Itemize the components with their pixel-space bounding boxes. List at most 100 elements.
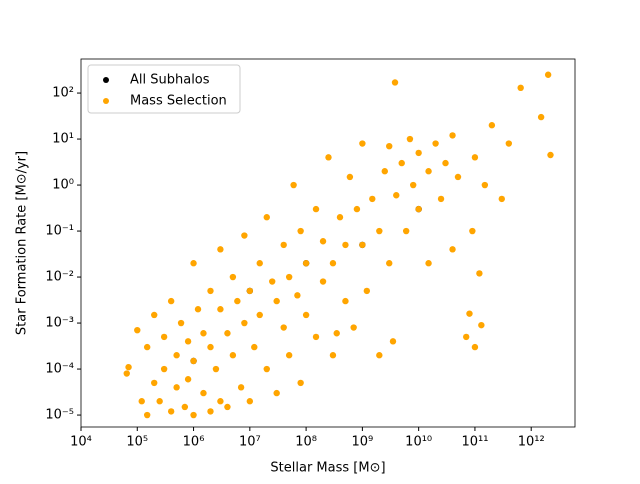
point: [143, 343, 151, 351]
point: [134, 326, 141, 334]
point: [224, 403, 231, 411]
x-tick-label: 10⁵: [126, 435, 148, 450]
y-tick-label: 10⁻²: [45, 270, 74, 285]
point: [217, 306, 224, 313]
y-tick-label: 10⁻³: [45, 316, 74, 331]
point: [363, 287, 371, 295]
x-tick-label: 10¹⁰: [405, 435, 432, 450]
point: [386, 260, 393, 267]
point: [269, 278, 276, 285]
point: [359, 241, 366, 249]
point: [285, 352, 293, 359]
point: [336, 214, 344, 221]
point: [449, 246, 456, 253]
point: [544, 71, 552, 78]
point: [181, 403, 189, 411]
point: [285, 273, 293, 281]
point: [432, 140, 439, 147]
x-tick-label: 10⁷: [239, 435, 261, 450]
point: [207, 408, 214, 415]
y-tick-label: 10⁻⁵: [45, 408, 74, 423]
point: [173, 384, 180, 391]
point: [312, 205, 320, 213]
point: [177, 319, 185, 327]
point: [280, 324, 287, 331]
point: [454, 173, 462, 181]
point: [241, 319, 248, 327]
point: [391, 79, 399, 86]
plot-frame: [80, 58, 576, 428]
point: [376, 352, 383, 359]
point: [319, 278, 327, 285]
point: [329, 260, 337, 267]
point: [517, 84, 524, 92]
point: [302, 260, 310, 267]
y-tick-label: 10⁰: [52, 178, 74, 193]
point: [389, 338, 397, 345]
point: [353, 205, 361, 213]
point: [325, 154, 332, 161]
x-tick-label: 10⁴: [70, 435, 92, 450]
point: [425, 168, 432, 175]
point: [190, 357, 197, 365]
points: [123, 71, 554, 419]
point: [280, 241, 287, 249]
legend-marker: [103, 98, 109, 104]
point: [319, 238, 327, 245]
point: [229, 273, 237, 281]
point: [312, 333, 320, 341]
point: [190, 411, 197, 419]
x-tick-label: 10⁸: [295, 435, 317, 450]
point: [151, 311, 158, 319]
point: [302, 311, 310, 319]
point: [125, 363, 132, 371]
point: [173, 352, 180, 359]
x-tick-label: 10¹¹: [461, 435, 488, 450]
point: [184, 376, 192, 383]
point: [466, 310, 473, 317]
point: [463, 333, 470, 341]
point: [160, 365, 168, 373]
legend-label: Mass Selection: [130, 94, 227, 109]
point: [537, 113, 545, 121]
point: [273, 389, 280, 397]
y-tick-label: 10²: [52, 86, 74, 101]
y-tick-label: 10⁻¹: [45, 224, 74, 239]
point: [425, 260, 432, 267]
point: [476, 270, 483, 277]
point: [505, 140, 513, 147]
point: [217, 246, 224, 253]
point: [398, 159, 405, 167]
point: [329, 352, 337, 359]
point: [547, 151, 554, 159]
point: [194, 306, 202, 313]
point: [376, 227, 383, 235]
point: [167, 408, 175, 415]
point: [478, 321, 485, 329]
point: [160, 333, 168, 341]
point: [290, 181, 297, 189]
point: [200, 330, 207, 337]
point: [350, 324, 357, 331]
point: [342, 241, 349, 249]
point: [156, 398, 163, 405]
point: [402, 227, 410, 235]
point: [406, 135, 414, 143]
point: [138, 398, 145, 405]
point: [498, 195, 505, 203]
point: [151, 379, 158, 387]
point: [251, 343, 258, 351]
point: [256, 260, 263, 267]
point: [256, 311, 263, 319]
point: [263, 214, 270, 221]
point: [297, 379, 304, 387]
y-axis-label: Star Formation Rate [M⊙/yr]: [15, 151, 30, 335]
point: [273, 297, 280, 305]
point: [469, 227, 476, 235]
point: [123, 370, 130, 377]
point: [234, 297, 241, 305]
point: [449, 132, 456, 139]
point: [393, 192, 400, 199]
point: [415, 205, 422, 213]
